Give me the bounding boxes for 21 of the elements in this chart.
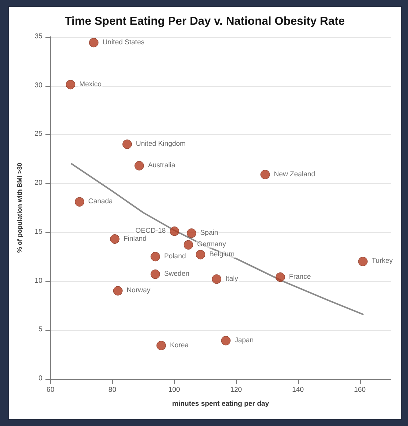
- point: [184, 240, 194, 250]
- point: [66, 80, 76, 90]
- point: [75, 197, 85, 207]
- point: [122, 140, 132, 150]
- point: [221, 336, 231, 346]
- point: [150, 252, 160, 262]
- line-series: [70, 163, 364, 316]
- point: [196, 250, 206, 260]
- point: [260, 170, 270, 180]
- point: [170, 226, 180, 236]
- point: [212, 274, 222, 284]
- point: [156, 341, 166, 351]
- point: [187, 228, 197, 238]
- point: [150, 270, 160, 280]
- point: [113, 286, 123, 296]
- point: [358, 256, 368, 266]
- point: [276, 272, 286, 282]
- chart-title: Time Spent Eating Per Day v. National Obesity Rate: [64, 16, 346, 28]
- point: [110, 234, 120, 244]
- point: [89, 38, 99, 48]
- point: [134, 161, 144, 171]
